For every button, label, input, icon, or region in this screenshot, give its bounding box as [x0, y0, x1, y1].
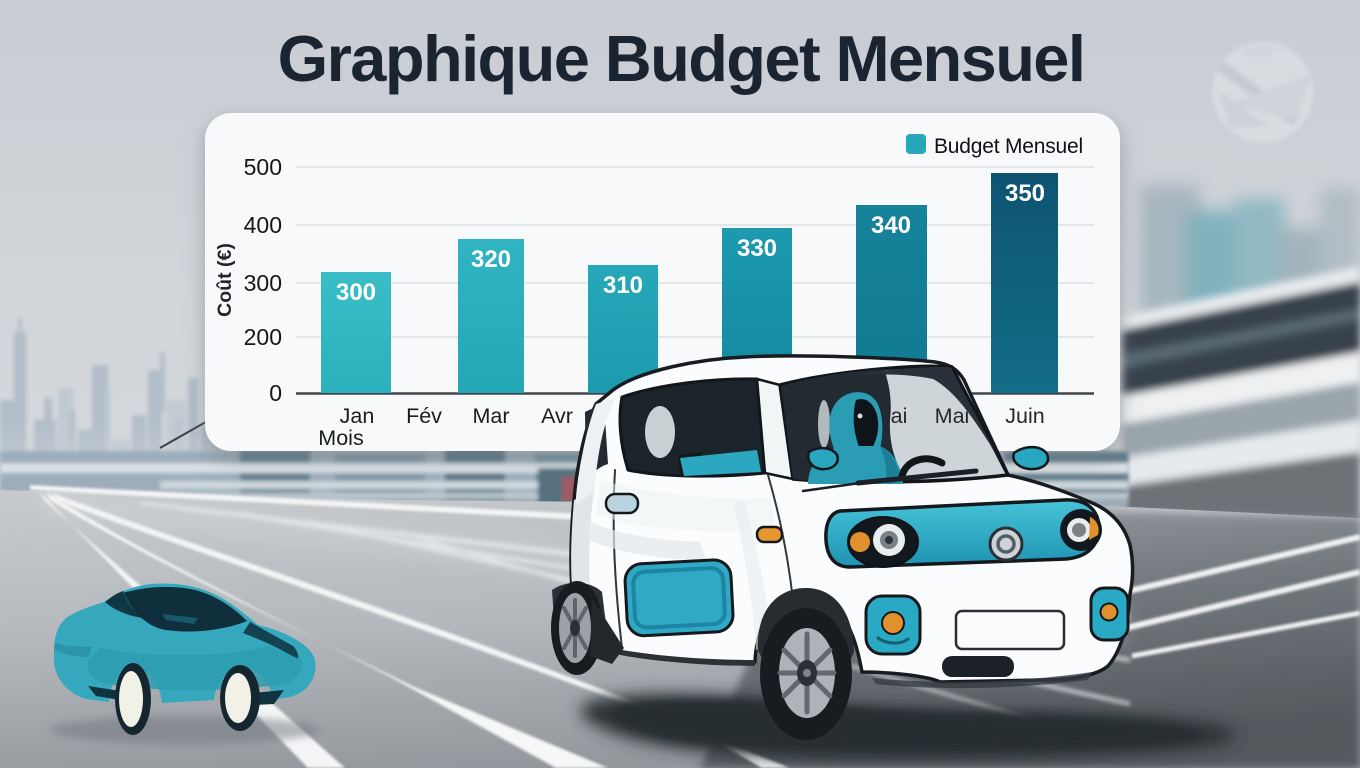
svg-text:200: 200 — [244, 324, 282, 350]
svg-text:350: 350 — [1005, 180, 1045, 207]
svg-text:300: 300 — [336, 279, 376, 306]
svg-text:Fév: Fév — [406, 404, 442, 428]
svg-text:Mai: Mai — [935, 404, 970, 428]
svg-text:400: 400 — [244, 212, 282, 238]
svg-text:300: 300 — [244, 270, 282, 296]
svg-text:0: 0 — [269, 380, 282, 406]
svg-text:340: 340 — [871, 212, 911, 239]
svg-text:500: 500 — [244, 154, 282, 180]
svg-text:ai: ai — [891, 404, 908, 428]
svg-text:310: 310 — [603, 272, 643, 299]
svg-text:Juin: Juin — [1005, 404, 1044, 428]
svg-text:320: 320 — [471, 246, 511, 273]
svg-text:Coût (€): Coût (€) — [214, 243, 236, 317]
svg-text:Jan: Jan — [340, 404, 375, 428]
svg-text:Budget Mensuel: Budget Mensuel — [934, 135, 1083, 158]
svg-text:Mar: Mar — [472, 404, 509, 428]
svg-text:Graphique Budget Mensuel: Graphique Budget Mensuel — [278, 22, 1085, 95]
svg-text:330: 330 — [737, 235, 777, 262]
svg-text:Mois: Mois — [318, 426, 363, 450]
svg-text:Avr: Avr — [541, 404, 573, 428]
